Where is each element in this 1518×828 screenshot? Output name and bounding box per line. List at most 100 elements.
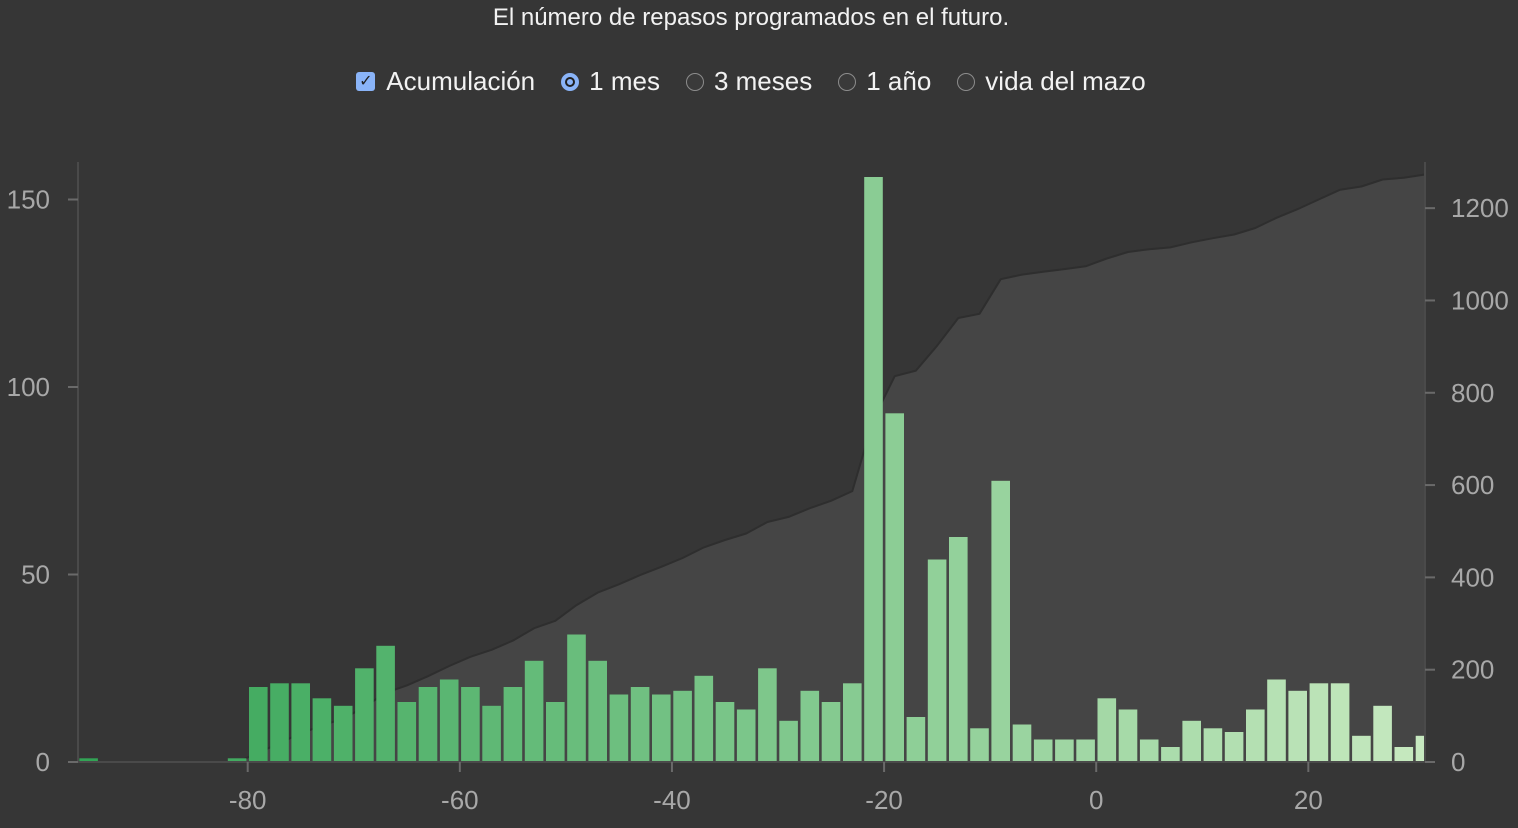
bar (482, 705, 501, 763)
bar (652, 694, 671, 762)
bar (1033, 739, 1053, 762)
y2-tick-label: 1000 (1451, 285, 1509, 315)
x-tick-label: 20 (1294, 785, 1323, 815)
radio-icon[interactable] (685, 72, 704, 91)
checkbox-checked-icon[interactable]: ✓ (356, 72, 376, 91)
bar (227, 758, 247, 763)
bar (588, 660, 607, 763)
bar (906, 717, 926, 762)
bar (800, 690, 820, 763)
bar (715, 702, 735, 762)
bar (821, 702, 841, 762)
bar (694, 675, 714, 763)
range-option-1-month[interactable]: 1 mes (561, 66, 660, 97)
y2-tick-label: 600 (1451, 470, 1494, 500)
bar (1352, 735, 1371, 763)
bar (1182, 720, 1201, 763)
y-tick-label-group: 0 (36, 747, 50, 777)
bar (970, 728, 989, 763)
cumulative-area-layer (236, 173, 1426, 763)
y2-tick-label-group: 0 (1451, 747, 1465, 777)
y2-tick-label-group: 1000 (1451, 285, 1509, 315)
range-option-1-year[interactable]: 1 año (838, 66, 931, 97)
bar (270, 683, 289, 763)
bar (79, 758, 98, 763)
bar (736, 709, 756, 762)
bar (630, 687, 650, 762)
bar (673, 690, 692, 763)
x-tick-label: -20 (865, 785, 903, 815)
range-label-3-months: 3 meses (713, 66, 813, 96)
bar (991, 480, 1010, 763)
bar (1076, 739, 1095, 762)
radio-icon[interactable] (957, 72, 976, 91)
bar (1055, 739, 1074, 762)
bar (779, 720, 798, 763)
x-tick-label-group: -20 (865, 785, 903, 815)
y-tick-label-group: 150 (7, 185, 50, 215)
range-label-1-year: 1 año (866, 66, 932, 96)
y-tick-label-group: 50 (21, 560, 50, 590)
bar-layer (79, 177, 1425, 763)
bar (843, 683, 862, 763)
y2-tick-label-group: 600 (1451, 470, 1494, 500)
bar (1415, 735, 1425, 763)
y-tick-label: 100 (7, 372, 50, 402)
y2-tick-label-group: 1200 (1451, 193, 1509, 223)
x-tick-label: 0 (1089, 785, 1103, 815)
y-tick-label: 0 (36, 747, 50, 777)
y2-tick-label-group: 400 (1451, 562, 1494, 592)
range-option-deck-life[interactable]: vida del mazo (957, 66, 1146, 97)
bar (1246, 709, 1265, 762)
bar (1139, 739, 1159, 762)
bar (461, 687, 480, 762)
bar (1309, 683, 1329, 763)
bar (1373, 705, 1392, 763)
x-tick-label: -80 (229, 785, 267, 815)
range-option-3-months[interactable]: 3 meses (685, 66, 813, 97)
bar (1288, 690, 1307, 763)
x-tick-label-group: -80 (229, 785, 267, 815)
bar (291, 683, 310, 763)
range-controls: ✓ Acumulación 1 mes 3 meses 1 año vida d… (0, 66, 1502, 97)
x-tick-label-group: 0 (1089, 785, 1103, 815)
y2-tick-label-group: 800 (1451, 378, 1494, 408)
bar (949, 537, 968, 762)
radio-icon[interactable] (838, 72, 857, 91)
x-tick-label: -40 (653, 785, 691, 815)
x-tick-label-group: 20 (1294, 785, 1323, 815)
y2-tick-label-group: 200 (1451, 655, 1494, 685)
cumulative-toggle[interactable]: ✓ Acumulación (356, 66, 535, 97)
y2-tick-label: 200 (1451, 655, 1494, 685)
bar (1012, 724, 1032, 762)
bar (1267, 679, 1286, 762)
bar (524, 660, 544, 763)
y-tick-label-group: 100 (7, 372, 50, 402)
bar (546, 702, 565, 762)
bar (864, 177, 883, 762)
bar (503, 687, 523, 762)
y2-tick-label: 800 (1451, 378, 1494, 408)
bar (1097, 698, 1117, 763)
x-tick-label: -60 (441, 785, 479, 815)
bar (758, 668, 777, 763)
bar (609, 694, 629, 762)
x-tick-label-group: -40 (653, 785, 691, 815)
bar (1118, 709, 1138, 762)
cumulative-area (236, 173, 1426, 763)
radio-selected-icon[interactable] (561, 72, 580, 91)
range-label-deck-life: vida del mazo (985, 66, 1146, 96)
bar (567, 634, 586, 762)
bar (376, 645, 395, 763)
cumulative-label: Acumulación (386, 66, 536, 96)
bar (1224, 732, 1244, 762)
bar (1203, 728, 1223, 763)
bar (1330, 683, 1350, 763)
chart-subtitle: El número de repasos programados en el f… (492, 4, 1010, 31)
bar (333, 705, 353, 763)
bar (927, 559, 947, 762)
bar (249, 687, 268, 762)
bar (439, 679, 459, 762)
